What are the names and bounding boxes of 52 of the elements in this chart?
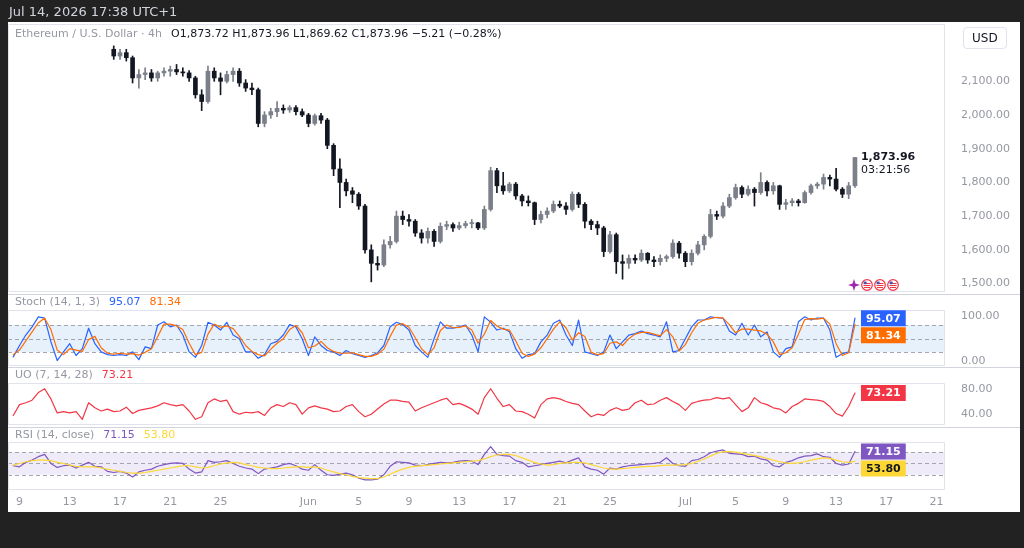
x-tick-label: 5 (355, 495, 363, 509)
data-label: 95.07 (865, 311, 901, 325)
x-tick-label: 17 (113, 495, 128, 509)
text: 71.15 (103, 427, 135, 441)
chart-subtitle: Jul 14, 2026 17:38 UTC+1 (9, 3, 178, 20)
chart-title: Stoch (14, 1, 3) (15, 295, 101, 309)
text: 81.34 (149, 295, 182, 309)
y-tick-label: 1,600.00 (961, 242, 1010, 256)
data-label: 53.80 (865, 461, 902, 475)
x-tick-label: 25 (602, 495, 617, 509)
x-tick-label: 17 (879, 495, 894, 509)
annotation: O1,873.72 H1,873.96 L1,869.62 C1,873.96 −5.21 (−0.28%) (171, 26, 502, 40)
y-axis-title: USD (963, 27, 1007, 49)
x-tick-label: 9 (405, 495, 413, 509)
y-tick-label: 1,500.00 (961, 276, 1010, 290)
annotation: 03:21:56 (860, 163, 911, 177)
y-tick-label: 40.00 (961, 407, 993, 421)
text: 53.80 (143, 427, 176, 441)
x-tick-label: 13 (62, 495, 77, 509)
candlestick (814, 182, 820, 189)
x-tick-label: Jul (677, 495, 692, 509)
x-tick-label: 13 (452, 495, 467, 509)
candlestick (500, 172, 506, 195)
data-label: 73.21 (865, 386, 901, 400)
data-label: 71.15 (865, 444, 901, 458)
x-tick-label: 25 (213, 495, 228, 509)
y-tick-label: 2,000.00 (961, 107, 1010, 121)
y-tick-label: 1,700.00 (961, 209, 1010, 223)
candlestick (406, 214, 412, 227)
x-tick-label: 17 (502, 495, 517, 509)
text: 95.07 (109, 295, 141, 309)
x-tick-label: 9 (782, 495, 790, 509)
x-tick-label: 21 (552, 495, 567, 509)
text: 1,873.96 (860, 150, 916, 164)
y-tick-label: 1,800.00 (961, 175, 1010, 189)
text: 73.21 (101, 368, 134, 382)
candlestick (714, 210, 720, 220)
x-tick-label: 21 (929, 495, 944, 509)
y-tick-label: 2,100.00 (961, 74, 1010, 88)
x-tick-label: 9 (16, 495, 24, 509)
y-tick-label: 0.00 (961, 354, 986, 368)
chart-title: UO (7, 14, 28) (15, 368, 93, 382)
data-label: 81.34 (865, 328, 902, 342)
x-tick-label: 13 (829, 495, 844, 509)
y-tick-label: 100.00 (961, 308, 1000, 322)
y-tick-label: 80.00 (961, 381, 993, 395)
x-tick-label: 21 (163, 495, 178, 509)
y-tick-label: 1,900.00 (961, 141, 1010, 155)
x-tick-label: Jun (298, 495, 318, 509)
chart-title: Ethereum / U.S. Dollar · 4h (15, 26, 163, 40)
chart-title: RSI (14, close) (15, 427, 95, 441)
x-tick-label: 5 (732, 495, 740, 509)
